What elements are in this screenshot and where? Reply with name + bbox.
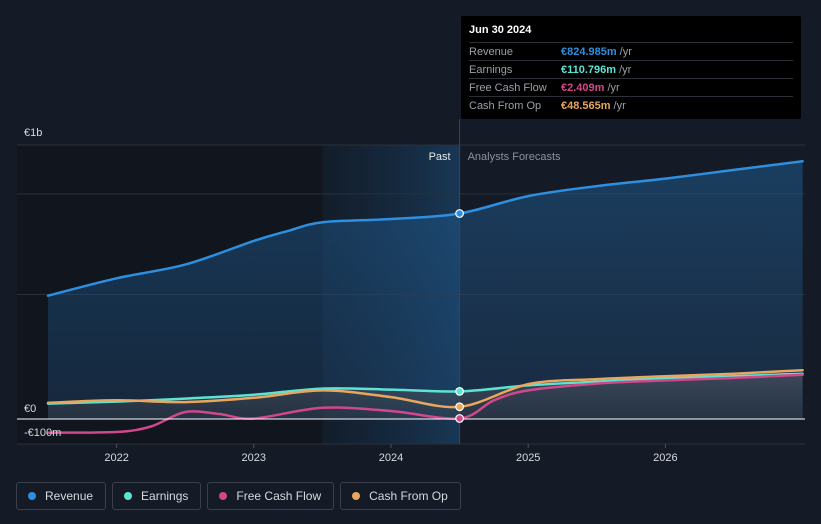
x-axis-label: 2025 [516, 452, 540, 464]
cash-from-op-line [46, 368, 804, 409]
tooltip: Jun 30 2024 Revenue €824.985m /yr Earnin… [461, 16, 801, 119]
tooltip-row-cash-from-op: Cash From Op €48.565m /yr [469, 96, 793, 114]
y-axis-label: €0 [24, 403, 36, 415]
tooltip-value: €48.565m [561, 99, 611, 112]
tooltip-unit: /yr [607, 81, 620, 94]
legend-item-cash-from-op[interactable]: Cash From Op [340, 482, 461, 510]
free-cash-flow-dot-icon [219, 492, 228, 500]
tooltip-value: €110.796m [561, 63, 617, 76]
tooltip-unit: /yr [619, 63, 632, 76]
x-axis-label: 2024 [379, 452, 403, 464]
revenue-area [48, 161, 803, 419]
legend-label: Cash From Op [369, 489, 448, 503]
legend-item-earnings[interactable]: Earnings [112, 482, 202, 510]
revenue-dot-icon [28, 492, 36, 500]
forecast-label: Analysts Forecasts [468, 151, 561, 163]
tooltip-label: Earnings [469, 63, 513, 76]
x-axis-label: 2022 [104, 452, 128, 464]
earnings-dot-icon [124, 492, 133, 500]
tooltip-row-free-cash-flow: Free Cash Flow €2.409m /yr [469, 78, 793, 96]
past-label: Past [429, 151, 451, 163]
earnings-area [48, 373, 803, 419]
earnings-line [46, 372, 804, 405]
legend-item-free-cash-flow[interactable]: Free Cash Flow [207, 482, 335, 510]
tooltip-row-revenue: Revenue €824.985m /yr [469, 42, 793, 60]
tooltip-date: Jun 30 2024 [469, 24, 532, 36]
tooltip-unit: /yr [619, 45, 632, 58]
tooltip-label: Free Cash Flow [469, 81, 547, 94]
x-axis-label: 2026 [653, 452, 677, 464]
cash-from-op-dot-icon [352, 492, 361, 500]
tooltip-unit: /yr [613, 99, 626, 112]
revenue-marker[interactable] [455, 209, 465, 218]
tooltip-label: Revenue [469, 45, 514, 58]
free-cash-flow-line [46, 373, 804, 434]
y-axis-label: €1b [24, 127, 42, 139]
cash-from-op-marker[interactable] [455, 402, 465, 412]
legend-label: Revenue [45, 489, 94, 503]
legend-label: Free Cash Flow [236, 489, 322, 503]
legend-label: Earnings [141, 489, 189, 503]
tooltip-value: €824.985m [561, 45, 617, 58]
tooltip-label: Cash From Op [469, 99, 542, 112]
earnings-marker[interactable] [455, 386, 465, 396]
legend-item-revenue[interactable]: Revenue [16, 482, 107, 510]
y-axis-label: -€100m [24, 427, 61, 439]
x-axis-label: 2023 [242, 452, 266, 464]
tooltip-value: €2.409m [561, 81, 605, 94]
tooltip-row-earnings: Earnings €110.796m /yr [469, 60, 793, 78]
revenue-line [46, 159, 804, 297]
free-cash-flow-marker[interactable] [455, 414, 465, 423]
legend: Revenue Earnings Free Cash Flow Cash Fro… [16, 482, 461, 510]
